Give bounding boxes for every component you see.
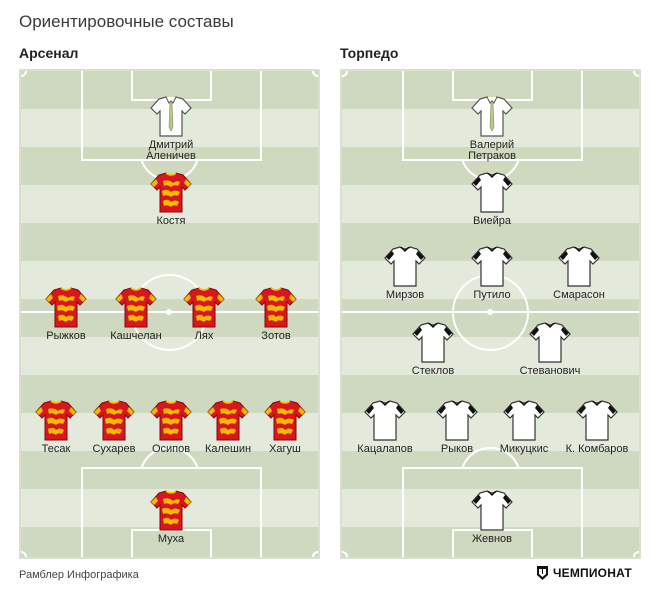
pitch-torpedo: Валерий Петраков Виейра Мирзов Путило См… xyxy=(340,69,641,559)
player-name: Рыков xyxy=(440,443,474,455)
brand-logo-text: ЧЕМПИОНАТ xyxy=(553,566,632,580)
player-card[interactable]: Путило xyxy=(437,245,547,301)
arsenal-shirt-icon xyxy=(150,400,192,441)
arsenal-shirt-icon xyxy=(45,287,87,328)
torpedo-shirt-icon xyxy=(529,322,571,363)
arsenal-shirt-icon xyxy=(115,287,157,328)
player-card[interactable]: Сухарев xyxy=(59,399,169,455)
torpedo-shirt-icon xyxy=(471,172,513,213)
coach-name: Дмитрий Аленичев xyxy=(146,139,196,162)
player-name: Сухарев xyxy=(92,443,136,455)
coach-card[interactable]: Дмитрий Аленичев xyxy=(116,95,226,162)
player-name: Рыжков xyxy=(46,330,86,342)
player-name: Кашчелан xyxy=(110,330,162,342)
player-name: Зотов xyxy=(261,330,291,342)
player-name: Муха xyxy=(157,533,185,545)
corner-arc xyxy=(312,551,318,557)
brand-logo[interactable]: ЧЕМПИОНАТ xyxy=(537,566,632,580)
player-name: Костя xyxy=(156,215,186,227)
player-name: Жевнов xyxy=(471,533,513,545)
arsenal-shirt-icon xyxy=(150,172,192,213)
page-title: Ориентировочные составы xyxy=(19,12,234,31)
player-card[interactable]: Муха xyxy=(116,489,226,545)
coach-card[interactable]: Валерий Петраков xyxy=(437,95,547,162)
player-card[interactable]: Рыжков xyxy=(21,286,121,342)
player-card[interactable]: Микуцкис xyxy=(469,399,579,455)
center-spot xyxy=(487,309,493,315)
corner-arc xyxy=(633,551,639,557)
championat-logo-icon xyxy=(537,566,548,580)
torpedo-shirt-icon xyxy=(558,246,600,287)
player-name: К. Комбаров xyxy=(565,443,629,455)
corner-arc xyxy=(312,71,318,77)
player-name: Хагуш xyxy=(269,443,301,455)
arsenal-shirt-icon xyxy=(183,287,225,328)
coach-shirt-icon xyxy=(150,96,192,137)
player-name: Виейра xyxy=(473,215,511,227)
arsenal-shirt-icon xyxy=(264,400,306,441)
arsenal-shirt-icon xyxy=(93,400,135,441)
corner-arc xyxy=(21,551,27,557)
player-card[interactable]: Стеклов xyxy=(378,321,488,377)
torpedo-shirt-icon xyxy=(364,400,406,441)
arsenal-shirt-icon xyxy=(150,490,192,531)
footer-credit: Рамблер Инфографика xyxy=(19,569,139,581)
corner-arc xyxy=(342,551,348,557)
coach-shirt-icon xyxy=(471,96,513,137)
player-card[interactable]: Рыков xyxy=(402,399,512,455)
arsenal-shirt-icon xyxy=(35,400,77,441)
player-card[interactable]: Мирзов xyxy=(350,245,460,301)
coach-name: Валерий Петраков xyxy=(468,139,516,162)
player-name: Стеклов xyxy=(411,365,455,377)
torpedo-shirt-icon xyxy=(576,400,618,441)
player-card[interactable]: Зотов xyxy=(221,286,318,342)
player-card[interactable]: Тесак xyxy=(21,399,111,455)
corner-arc xyxy=(342,71,348,77)
player-card[interactable]: К. Комбаров xyxy=(542,399,639,455)
torpedo-shirt-icon xyxy=(384,246,426,287)
player-name: Калешин xyxy=(204,443,252,455)
bottom-penalty-box xyxy=(402,467,583,557)
player-card[interactable]: Стеванович xyxy=(495,321,605,377)
torpedo-shirt-icon xyxy=(436,400,478,441)
player-card[interactable]: Хагуш xyxy=(230,399,318,455)
torpedo-shirt-icon xyxy=(471,246,513,287)
corner-arc xyxy=(21,71,27,77)
player-name: Тесак xyxy=(41,443,71,455)
torpedo-shirt-icon xyxy=(412,322,454,363)
player-card[interactable]: Калешин xyxy=(173,399,283,455)
arsenal-shirt-icon xyxy=(207,400,249,441)
player-card[interactable]: Виейра xyxy=(437,171,547,227)
player-name: Путило xyxy=(473,289,511,301)
player-name: Кацалапов xyxy=(357,443,413,455)
bottom-penalty-box xyxy=(81,467,262,557)
player-name: Лях xyxy=(194,330,214,342)
top-penalty-box xyxy=(81,71,262,161)
arsenal-shirt-icon xyxy=(255,287,297,328)
top-penalty-box xyxy=(402,71,583,161)
player-card[interactable]: Кашчелан xyxy=(81,286,191,342)
player-card[interactable]: Осипов xyxy=(116,399,226,455)
player-name: Стеванович xyxy=(519,365,581,377)
player-card[interactable]: Кацалапов xyxy=(342,399,440,455)
team-title-torpedo: Торпедо xyxy=(340,45,399,61)
player-card[interactable]: Смарасон xyxy=(524,245,634,301)
player-name: Смарасон xyxy=(553,289,605,301)
torpedo-shirt-icon xyxy=(503,400,545,441)
player-name: Осипов xyxy=(151,443,191,455)
torpedo-shirt-icon xyxy=(471,490,513,531)
pitch-arsenal: Дмитрий Аленичев Костя Рыжков xyxy=(19,69,320,559)
player-card[interactable]: Жевнов xyxy=(437,489,547,545)
player-card[interactable]: Лях xyxy=(149,286,259,342)
center-spot xyxy=(166,309,172,315)
player-name: Мирзов xyxy=(385,289,425,301)
player-card[interactable]: Костя xyxy=(116,171,226,227)
corner-arc xyxy=(633,71,639,77)
player-name: Микуцкис xyxy=(499,443,549,455)
team-title-arsenal: Арсенал xyxy=(19,45,79,61)
